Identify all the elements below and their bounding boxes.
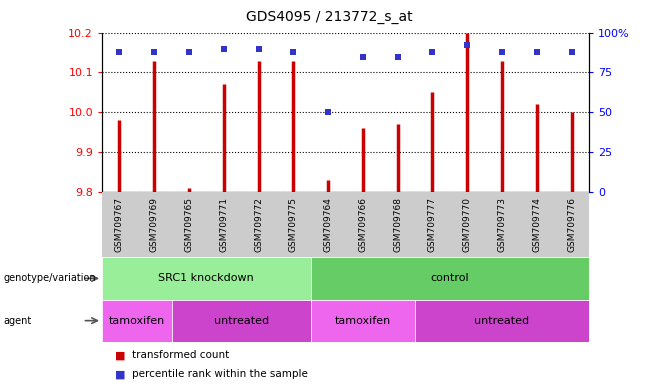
Point bbox=[218, 46, 229, 52]
Text: agent: agent bbox=[3, 316, 32, 326]
Text: GSM709767: GSM709767 bbox=[115, 197, 124, 252]
Bar bbox=[172, 300, 311, 342]
Text: GSM709776: GSM709776 bbox=[567, 197, 576, 252]
Point bbox=[497, 49, 507, 55]
Text: tamoxifen: tamoxifen bbox=[109, 316, 165, 326]
Text: GSM709774: GSM709774 bbox=[532, 197, 542, 252]
Point bbox=[357, 53, 368, 60]
Text: control: control bbox=[430, 273, 469, 283]
Bar bbox=[311, 300, 415, 342]
Text: percentile rank within the sample: percentile rank within the sample bbox=[132, 369, 307, 379]
Text: GSM709770: GSM709770 bbox=[463, 197, 472, 252]
Text: GSM709777: GSM709777 bbox=[428, 197, 437, 252]
Point bbox=[427, 49, 438, 55]
Bar bbox=[102, 300, 172, 342]
Point bbox=[253, 46, 264, 52]
Text: ■: ■ bbox=[115, 369, 126, 379]
Text: GSM709764: GSM709764 bbox=[324, 197, 332, 252]
Point bbox=[114, 49, 124, 55]
Point bbox=[149, 49, 159, 55]
Text: GSM709773: GSM709773 bbox=[497, 197, 507, 252]
Text: GSM709775: GSM709775 bbox=[289, 197, 298, 252]
Text: GSM709769: GSM709769 bbox=[149, 197, 159, 252]
Point bbox=[323, 109, 334, 116]
Bar bbox=[311, 257, 589, 300]
Bar bbox=[102, 257, 311, 300]
Text: untreated: untreated bbox=[214, 316, 268, 326]
Text: genotype/variation: genotype/variation bbox=[3, 273, 96, 283]
Point bbox=[392, 53, 403, 60]
Text: SRC1 knockdown: SRC1 knockdown bbox=[159, 273, 254, 283]
Text: tamoxifen: tamoxifen bbox=[335, 316, 391, 326]
Point bbox=[288, 49, 299, 55]
Text: GSM709765: GSM709765 bbox=[184, 197, 193, 252]
Point bbox=[184, 49, 194, 55]
Text: transformed count: transformed count bbox=[132, 350, 229, 360]
Text: GDS4095 / 213772_s_at: GDS4095 / 213772_s_at bbox=[245, 10, 413, 23]
Text: GSM709766: GSM709766 bbox=[359, 197, 367, 252]
Point bbox=[462, 42, 472, 48]
Text: GSM709768: GSM709768 bbox=[393, 197, 402, 252]
Point bbox=[567, 49, 577, 55]
Text: GSM709771: GSM709771 bbox=[219, 197, 228, 252]
Bar bbox=[415, 300, 589, 342]
Text: GSM709772: GSM709772 bbox=[254, 197, 263, 252]
Point bbox=[532, 49, 542, 55]
Text: ■: ■ bbox=[115, 350, 126, 360]
Text: untreated: untreated bbox=[474, 316, 530, 326]
